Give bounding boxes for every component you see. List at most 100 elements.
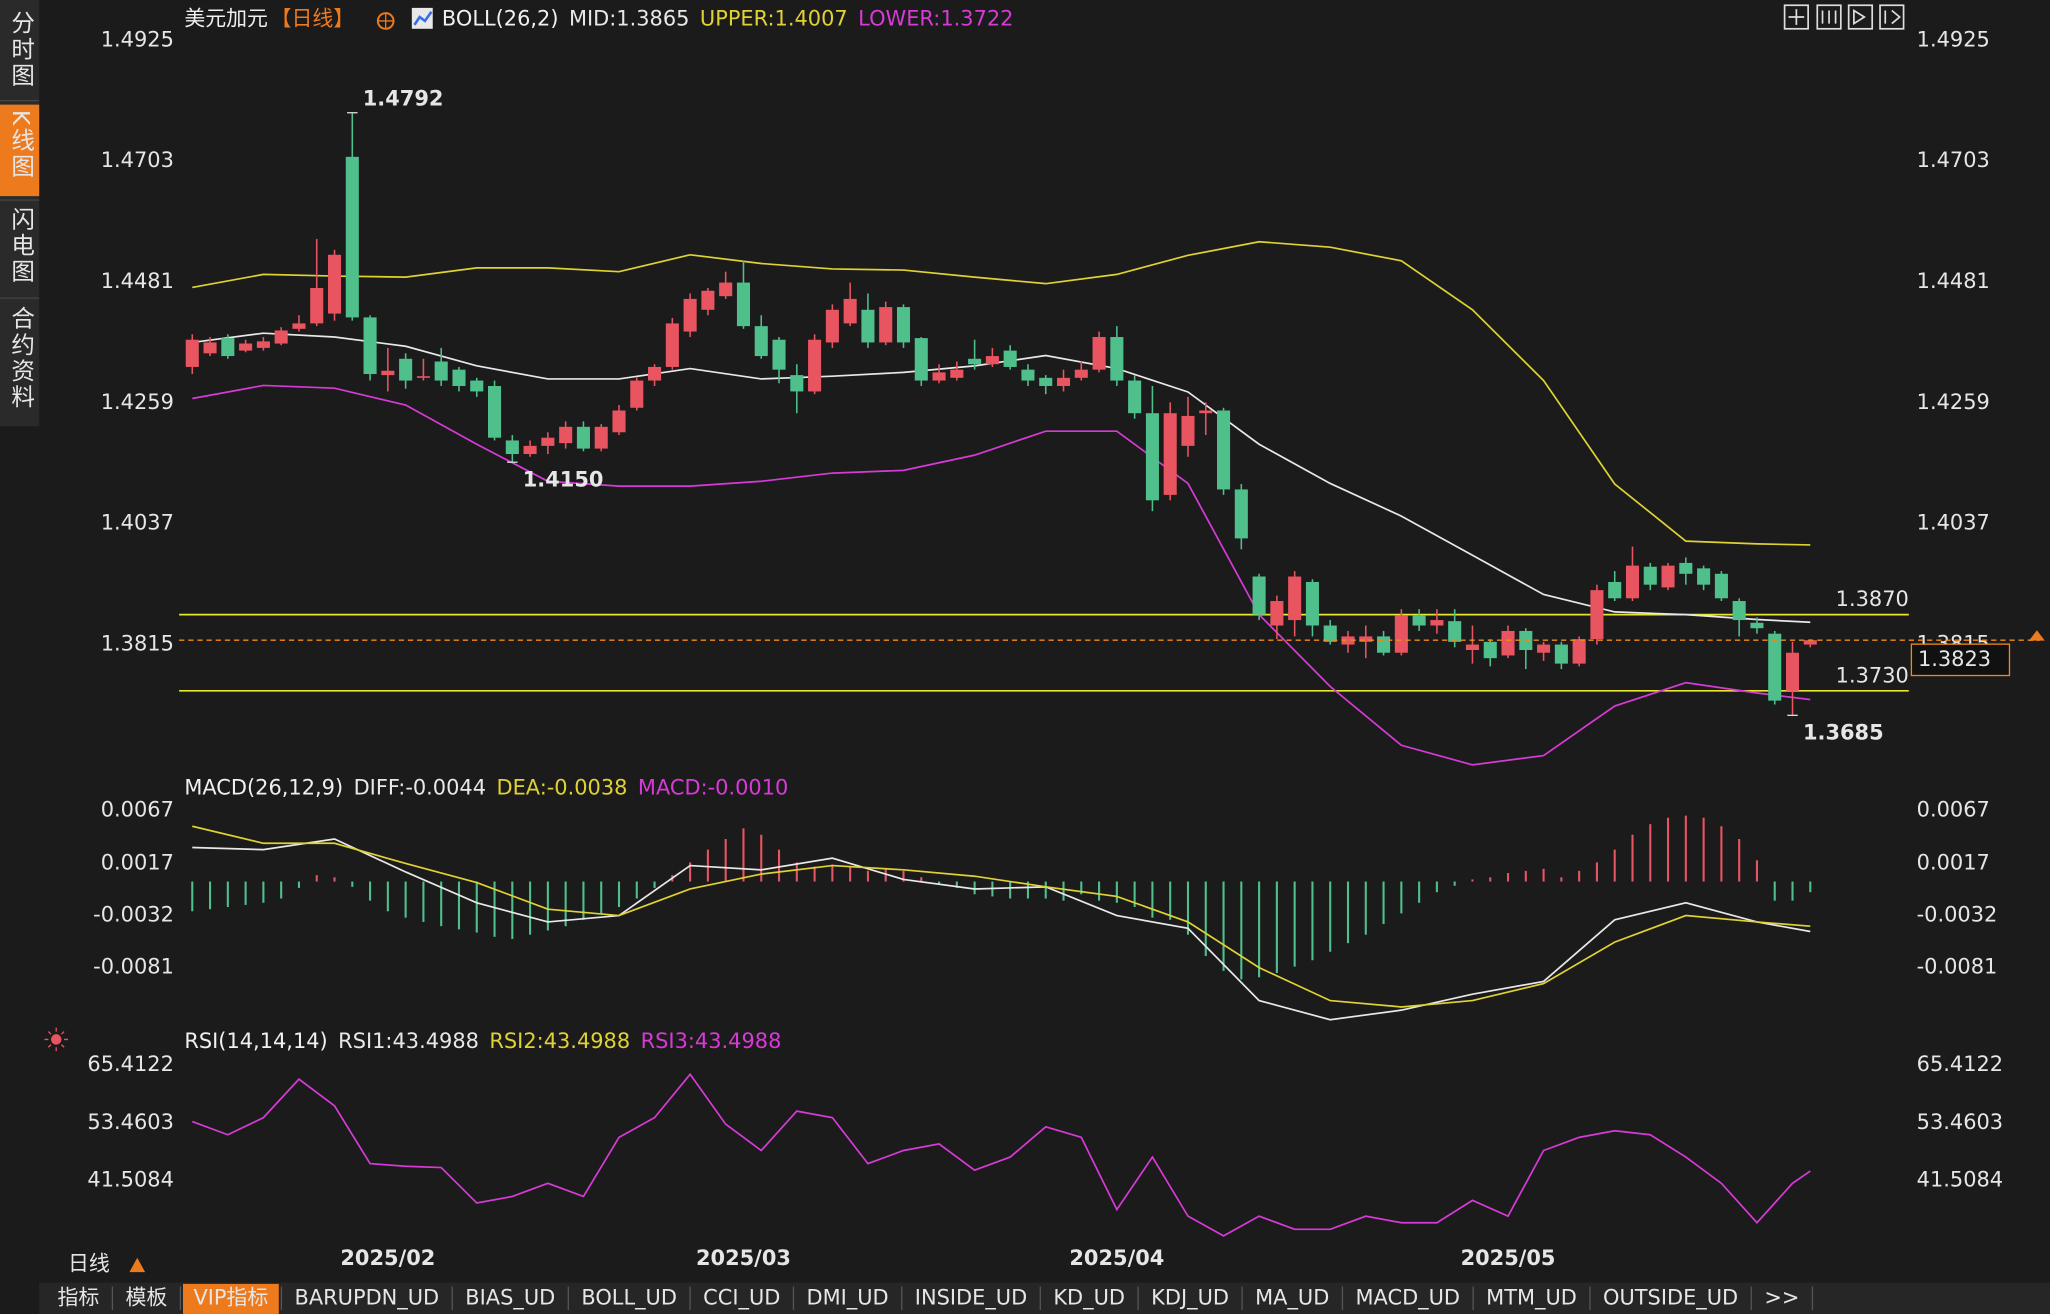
x-tick-label: 2025/05 bbox=[1461, 1246, 1556, 1270]
bottom-tab[interactable]: VIP指标 bbox=[193, 1285, 268, 1309]
candle-body bbox=[1714, 573, 1728, 599]
bottom-tab[interactable]: >> bbox=[1764, 1285, 1799, 1309]
x-tick-label: 2025/04 bbox=[1069, 1246, 1164, 1270]
tool-icon[interactable] bbox=[1847, 4, 1874, 30]
candle-body bbox=[256, 341, 270, 348]
y-tick-label-right: 1.4037 bbox=[1917, 511, 1990, 535]
candle-body bbox=[523, 445, 537, 455]
price-marker bbox=[2029, 630, 2045, 641]
y-tick-label-right: -0.0032 bbox=[1917, 903, 1998, 927]
sidebar bbox=[0, 0, 40, 427]
x-tick-label: 2025/03 bbox=[696, 1246, 791, 1270]
level-label: 1.3870 bbox=[1836, 587, 1909, 611]
candle-body bbox=[1039, 377, 1053, 386]
candle-body bbox=[1590, 590, 1604, 640]
bottom-tab[interactable]: BOLL_UD bbox=[581, 1285, 677, 1309]
bottom-tab[interactable]: KD_UD bbox=[1053, 1285, 1125, 1309]
y-tick-label-right: 0.0017 bbox=[1917, 850, 1990, 874]
period-label[interactable]: 日线 bbox=[68, 1251, 110, 1275]
candle-body bbox=[1448, 621, 1462, 642]
pane-header: MACD(26,12,9) DIFF:-0.0044 DEA:-0.0038 MACD… bbox=[184, 775, 788, 799]
sidebar-tab[interactable]: K线图 bbox=[7, 110, 35, 180]
candle-body bbox=[1270, 601, 1284, 626]
candle-body bbox=[1483, 641, 1497, 659]
sidebar-tab[interactable]: 分时图 bbox=[7, 10, 35, 89]
legend-entry: RSI2:43.4988 bbox=[489, 1029, 630, 1053]
candle-body bbox=[185, 339, 199, 367]
candle-body bbox=[754, 326, 768, 357]
legend-entry: RSI1:43.4988 bbox=[338, 1029, 479, 1053]
candle-body bbox=[274, 330, 288, 344]
bottom-tab[interactable]: BARUPDN_UD bbox=[294, 1285, 439, 1309]
y-tick-label: 1.4259 bbox=[101, 390, 174, 414]
candle-body bbox=[1732, 601, 1746, 621]
candle-body bbox=[1359, 636, 1373, 642]
bottom-tab[interactable]: KDJ_UD bbox=[1151, 1285, 1229, 1309]
legend-entry: RSI3:43.4988 bbox=[641, 1029, 782, 1053]
bottom-tab[interactable]: BIAS_UD bbox=[465, 1285, 555, 1309]
toolbar bbox=[1783, 4, 1905, 30]
line-series bbox=[192, 384, 1811, 766]
bottom-tab[interactable]: MACD_UD bbox=[1356, 1285, 1461, 1309]
y-tick-label: -0.0032 bbox=[93, 903, 174, 927]
y-tick-label: -0.0081 bbox=[93, 955, 174, 979]
sidebar-tab[interactable]: 闪电图 bbox=[7, 206, 35, 285]
legend-entry: MID:1.3865 bbox=[569, 7, 690, 31]
candle-body bbox=[221, 338, 235, 357]
line-series bbox=[191, 1072, 1811, 1237]
candle-body bbox=[772, 339, 786, 370]
bottom-tab[interactable]: 指标 bbox=[58, 1285, 100, 1309]
y-tick-label-right: 1.4703 bbox=[1917, 148, 1990, 172]
candle-body bbox=[1003, 350, 1017, 367]
candle-body bbox=[1217, 410, 1231, 490]
tool-icon[interactable] bbox=[1783, 4, 1809, 30]
bottom-tab[interactable]: INSIDE_UD bbox=[915, 1285, 1027, 1309]
sidebar-tab[interactable]: 合约资料 bbox=[7, 306, 35, 411]
tool-icon[interactable] bbox=[1816, 4, 1842, 30]
line-series bbox=[192, 825, 1811, 1008]
candle-body bbox=[1537, 644, 1551, 653]
bottom-tab[interactable]: MTM_UD bbox=[1486, 1285, 1577, 1309]
extreme-label: 1.4150 bbox=[523, 468, 604, 492]
bottom-tab[interactable]: CCI_UD bbox=[703, 1285, 780, 1309]
bottom-tab[interactable]: 模板 bbox=[125, 1285, 167, 1309]
candle-body bbox=[1145, 413, 1159, 501]
y-tick-label: 0.0067 bbox=[101, 797, 174, 821]
level-label: 1.3730 bbox=[1836, 663, 1909, 687]
candle-body bbox=[239, 343, 253, 351]
candle-body bbox=[825, 309, 839, 343]
candle-body bbox=[1572, 639, 1586, 664]
candle-body bbox=[1643, 566, 1657, 585]
candle-body bbox=[1412, 615, 1426, 626]
candle-body bbox=[630, 380, 644, 408]
candle-body bbox=[790, 375, 804, 392]
period-arrow bbox=[129, 1257, 146, 1273]
candle-body bbox=[1679, 562, 1693, 574]
candle-body bbox=[932, 372, 946, 381]
line-series bbox=[192, 838, 1811, 1021]
bottom-tab-active bbox=[182, 1283, 279, 1314]
bottom-tab[interactable]: DMI_UD bbox=[806, 1285, 888, 1309]
tool-icon[interactable] bbox=[1879, 4, 1905, 30]
candle-body bbox=[292, 323, 306, 329]
candle-body bbox=[1092, 337, 1106, 370]
candle-body bbox=[1163, 413, 1177, 495]
legend-entry: DEA:-0.0038 bbox=[496, 775, 627, 799]
candle-body bbox=[416, 376, 430, 378]
candle-body bbox=[1199, 410, 1213, 414]
bottom-tab[interactable]: OUTSIDE_UD bbox=[1603, 1285, 1738, 1309]
rsi-icon[interactable] bbox=[50, 1034, 62, 1045]
y-tick-label-right: 53.4603 bbox=[1917, 1110, 2003, 1134]
candle-body bbox=[203, 342, 217, 354]
candle-body bbox=[488, 385, 502, 438]
y-tick-label-right: 1.4259 bbox=[1917, 390, 1990, 414]
candle-body bbox=[327, 254, 342, 314]
last-price-label: 1.3823 bbox=[1918, 647, 1991, 671]
bottom-tab[interactable]: MA_UD bbox=[1255, 1285, 1329, 1309]
candle-body bbox=[434, 361, 448, 381]
candle-body bbox=[1181, 415, 1195, 446]
candle-body bbox=[896, 307, 911, 343]
pane-header: 美元加元 【日线】 bbox=[184, 7, 354, 31]
